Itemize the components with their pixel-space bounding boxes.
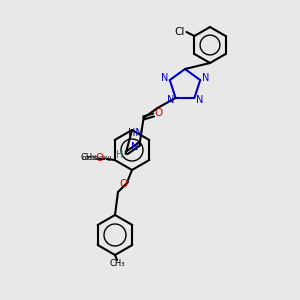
- Text: HN: HN: [128, 128, 143, 138]
- Text: H: H: [116, 150, 123, 160]
- Text: O: O: [120, 179, 128, 189]
- Text: N: N: [161, 73, 169, 83]
- Text: N: N: [196, 95, 203, 105]
- Text: Cl: Cl: [174, 27, 184, 37]
- Text: methoxy: methoxy: [81, 155, 112, 161]
- Text: O: O: [154, 108, 163, 118]
- Text: N: N: [202, 73, 209, 83]
- Text: CH₃: CH₃: [109, 259, 125, 268]
- Text: N: N: [167, 95, 174, 105]
- Text: CH₃: CH₃: [81, 154, 96, 163]
- Text: N: N: [131, 142, 138, 152]
- Text: O: O: [96, 153, 104, 163]
